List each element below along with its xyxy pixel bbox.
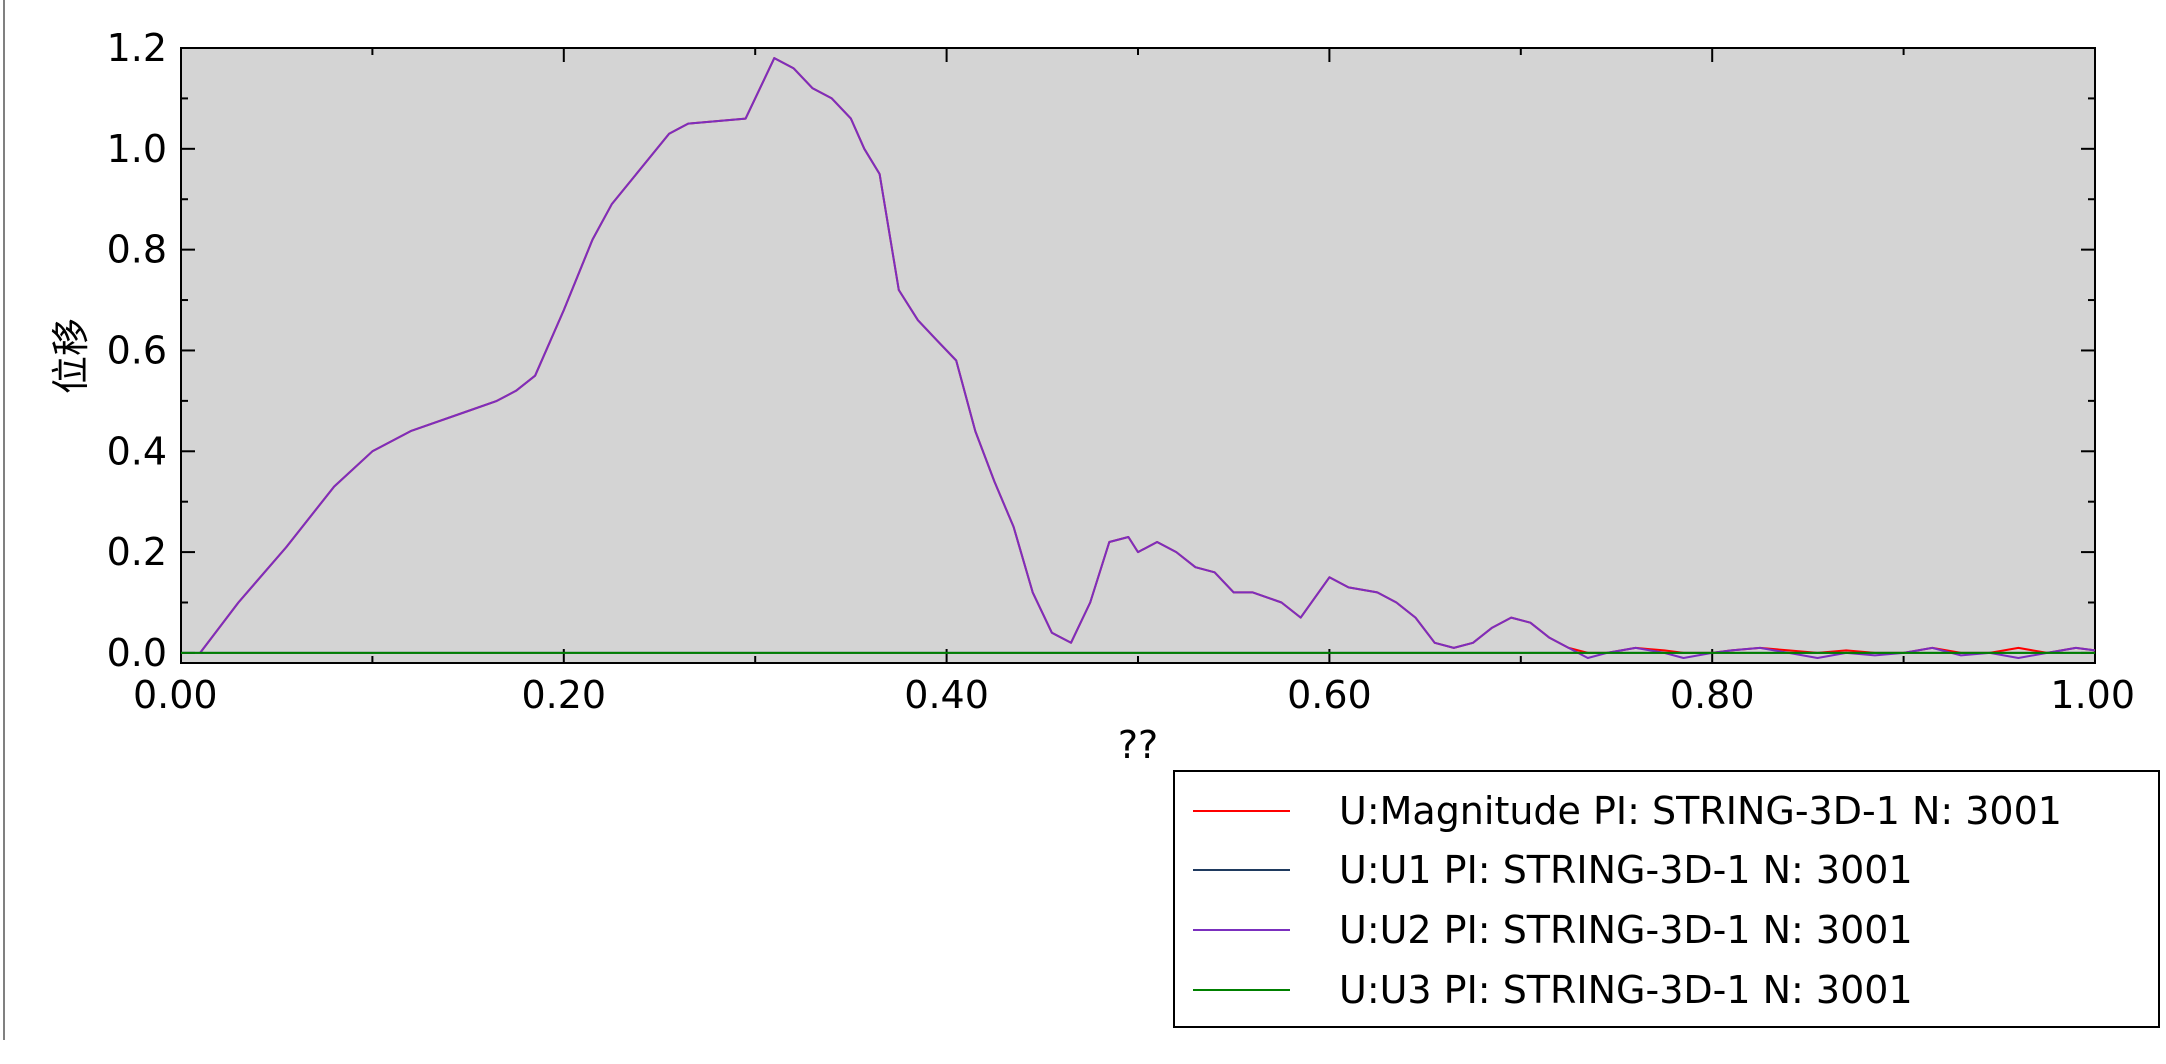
- x-tick-label: 1.00: [2050, 673, 2135, 717]
- y-tick-label: 1.0: [107, 127, 167, 171]
- legend-label: U:U2 PI: STRING-3D-1 N: 3001: [1339, 908, 1913, 952]
- legend-label: U:U1 PI: STRING-3D-1 N: 3001: [1339, 848, 1913, 892]
- y-tick-label: 1.2: [107, 26, 167, 70]
- legend: U:Magnitude PI: STRING-3D-1 N: 3001 U:U1 …: [1174, 771, 2159, 1027]
- legend-label: U:Magnitude PI: STRING-3D-1 N: 3001: [1339, 789, 2062, 833]
- plot-area: [181, 48, 2095, 663]
- x-tick-label: 0.40: [904, 673, 989, 717]
- x-tick-label: 0.60: [1287, 673, 1372, 717]
- x-tick-label: 0.80: [1670, 673, 1755, 717]
- y-tick-label: 0.4: [107, 429, 167, 473]
- y-tick-label: 0.0: [107, 631, 167, 675]
- x-tick-label: 0.00: [133, 673, 218, 717]
- legend-label: U:U3 PI: STRING-3D-1 N: 3001: [1339, 968, 1913, 1012]
- x-tick-label: 0.20: [521, 673, 606, 717]
- y-tick-label: 0.2: [107, 530, 167, 574]
- x-axis-title: ??: [1118, 723, 1158, 767]
- y-tick-label: 0.8: [107, 228, 167, 272]
- y-axis-title: 位移: [49, 318, 93, 394]
- y-tick-label: 0.6: [107, 328, 167, 372]
